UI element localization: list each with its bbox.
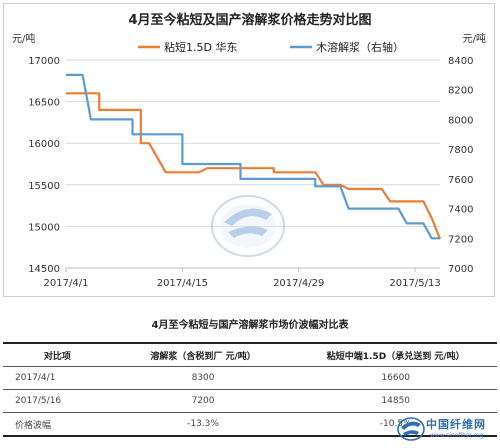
series-line-vsf [66,92,442,240]
right-tick-label: 7800 [448,145,473,156]
right-tick-label: 8400 [448,56,473,67]
right-tick-label: 7400 [448,205,473,216]
vsf-value: 16600 [294,366,497,390]
left-tick-label: 15500 [28,181,60,192]
right-tick-label: 7200 [448,234,473,245]
sinofiber-logo: 中国纤维网 www.sinofiber.org [396,414,500,446]
series-line-pulp [66,73,440,240]
table-title: 4月至今粘短与国产溶解浆市场价波幅对比表 [151,320,349,331]
x-tick-label: 2017/4/29 [273,278,324,289]
x-tick-label: 2017/5/13 [389,278,440,289]
comparison-table: 对比项 溶解浆（含税到厂 元/吨） 粘短中端1.5D（承兑送到 元/吨） 201… [3,342,497,437]
left-tick-label: 16500 [28,98,60,109]
x-tick-label: 2017/4/1 [44,278,89,289]
pulp-value: 8300 [111,366,295,390]
series-lines [66,73,442,240]
header-vsf: 粘短中端1.5D（承兑送到 元/吨） [294,342,497,367]
left-tick-label: 15000 [28,222,60,233]
price-trend-chart: 4月至今粘短及国产溶解浆价格走势对比图 元/吨 元/吨 17000 16500 16… [12,12,486,289]
pulp-value: 7200 [111,389,295,413]
table-header-row: 对比项 溶解浆（含税到厂 元/吨） 粘短中端1.5D（承兑送到 元/吨） [3,342,497,367]
vsf-value: -10.5% [294,412,497,437]
left-tick-label: 14500 [28,264,60,275]
logo-url: www.sinofiber.org [430,432,484,439]
chart-title: 4月至今粘短及国产溶解浆价格走势对比图 [128,12,371,28]
legend-label: 粘短1.5D 华东 [164,40,237,54]
legend: 粘短1.5D 华东 木溶解浆（右轴） [138,40,404,54]
right-axis-ticks: 8400 8200 8000 7800 7600 7400 7200 7000 [448,56,473,275]
vsf-value: 14850 [294,389,497,413]
right-tick-label: 8200 [448,86,473,97]
left-axis-ticks: 17000 16500 16000 15500 15000 14500 [28,56,60,275]
left-tick-label: 16000 [28,139,60,150]
table-row: 2017/4/1 8300 16600 [3,366,497,390]
left-axis-unit: 元/吨 [12,32,35,45]
table-row: 价格波幅 -13.3% -10.5% [3,412,497,437]
row-label: 2017/5/16 [3,389,112,413]
row-label: 价格波幅 [3,412,112,437]
table-row: 2017/5/16 7200 14850 [3,389,497,413]
x-axis-ticks: 2017/4/1 2017/4/15 2017/4/29 2017/5/13 [44,268,441,289]
sinofiber-logo-icon [397,417,425,441]
legend-label: 木溶解浆（右轴） [316,40,404,54]
pulp-value: -13.3% [111,412,295,437]
logo-name: 中国纤维网 [426,418,486,431]
header-pulp: 溶解浆（含税到厂 元/吨） [111,342,295,367]
right-tick-label: 8000 [448,115,473,126]
gridlines [66,59,440,269]
watermark-logo [211,195,285,257]
x-tick-label: 2017/4/15 [157,278,208,289]
right-tick-label: 7000 [448,264,473,275]
row-label: 2017/4/1 [3,366,112,390]
left-tick-label: 17000 [28,56,60,67]
header-compare-item: 对比项 [3,342,112,367]
right-tick-label: 7600 [448,175,473,186]
right-axis-unit: 元/吨 [463,32,486,45]
